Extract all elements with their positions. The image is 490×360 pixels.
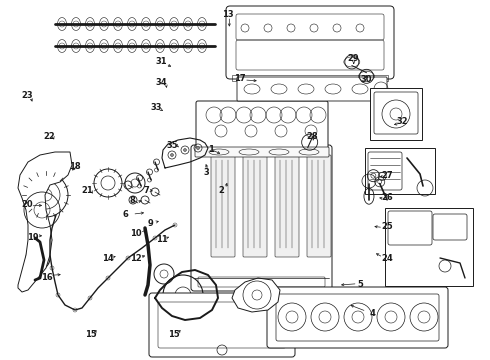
Bar — [385, 208, 473, 286]
Text: 10: 10 — [130, 229, 142, 238]
Polygon shape — [18, 152, 72, 292]
Text: 34: 34 — [156, 77, 168, 86]
Text: 28: 28 — [307, 132, 318, 140]
Text: 15: 15 — [168, 330, 180, 339]
Ellipse shape — [57, 40, 67, 53]
FancyBboxPatch shape — [195, 147, 329, 157]
Ellipse shape — [72, 40, 80, 53]
Text: 27: 27 — [381, 171, 393, 180]
Ellipse shape — [57, 18, 67, 31]
Text: 13: 13 — [222, 10, 234, 19]
Text: 14: 14 — [102, 254, 114, 263]
Text: 23: 23 — [21, 91, 33, 100]
Ellipse shape — [99, 18, 108, 31]
Ellipse shape — [155, 18, 165, 31]
Text: 3: 3 — [204, 167, 210, 176]
Text: 11: 11 — [156, 235, 168, 244]
Text: 31: 31 — [156, 57, 168, 66]
Ellipse shape — [183, 40, 193, 53]
Text: 24: 24 — [381, 254, 393, 263]
FancyBboxPatch shape — [196, 101, 328, 149]
Text: 12: 12 — [130, 254, 142, 263]
Ellipse shape — [170, 40, 178, 53]
Text: 19: 19 — [27, 233, 39, 242]
Ellipse shape — [114, 18, 122, 31]
Text: 17: 17 — [234, 74, 246, 83]
Circle shape — [183, 148, 187, 152]
Text: 32: 32 — [396, 117, 408, 126]
FancyBboxPatch shape — [275, 155, 299, 257]
Ellipse shape — [183, 18, 193, 31]
Text: 15: 15 — [85, 330, 97, 339]
Text: 9: 9 — [148, 219, 154, 228]
Polygon shape — [232, 278, 280, 312]
Ellipse shape — [72, 18, 80, 31]
Text: 21: 21 — [81, 186, 93, 195]
FancyBboxPatch shape — [149, 293, 295, 357]
Ellipse shape — [99, 40, 108, 53]
Text: 2: 2 — [219, 186, 224, 195]
Circle shape — [171, 153, 173, 157]
FancyBboxPatch shape — [198, 277, 325, 287]
Text: 33: 33 — [150, 103, 162, 112]
Ellipse shape — [85, 18, 95, 31]
Ellipse shape — [85, 40, 95, 53]
FancyBboxPatch shape — [243, 155, 267, 257]
Text: 30: 30 — [361, 75, 372, 84]
Text: 25: 25 — [381, 222, 393, 231]
Ellipse shape — [155, 40, 165, 53]
FancyBboxPatch shape — [191, 145, 332, 291]
Text: 16: 16 — [41, 273, 52, 282]
FancyBboxPatch shape — [211, 155, 235, 257]
Text: 4: 4 — [369, 309, 375, 318]
FancyBboxPatch shape — [267, 287, 448, 348]
Ellipse shape — [142, 18, 150, 31]
Text: 26: 26 — [381, 193, 393, 202]
Text: 20: 20 — [21, 200, 33, 209]
Ellipse shape — [197, 40, 206, 53]
Ellipse shape — [114, 40, 122, 53]
Bar — [370, 88, 422, 140]
Text: 5: 5 — [357, 280, 363, 289]
FancyBboxPatch shape — [226, 6, 394, 79]
Text: 8: 8 — [129, 197, 135, 205]
Text: 22: 22 — [43, 132, 55, 140]
FancyBboxPatch shape — [307, 155, 331, 257]
Ellipse shape — [142, 40, 150, 53]
Bar — [232, 75, 388, 81]
Text: 7: 7 — [143, 186, 149, 194]
Ellipse shape — [170, 18, 178, 31]
Text: 29: 29 — [347, 54, 359, 63]
Bar — [365, 148, 435, 194]
Text: 35: 35 — [167, 141, 178, 150]
Ellipse shape — [127, 18, 137, 31]
Circle shape — [196, 147, 199, 149]
Text: 6: 6 — [122, 210, 128, 219]
Text: 1: 1 — [208, 145, 214, 154]
Ellipse shape — [197, 18, 206, 31]
Text: 18: 18 — [69, 162, 80, 171]
Ellipse shape — [127, 40, 137, 53]
FancyBboxPatch shape — [237, 77, 387, 101]
